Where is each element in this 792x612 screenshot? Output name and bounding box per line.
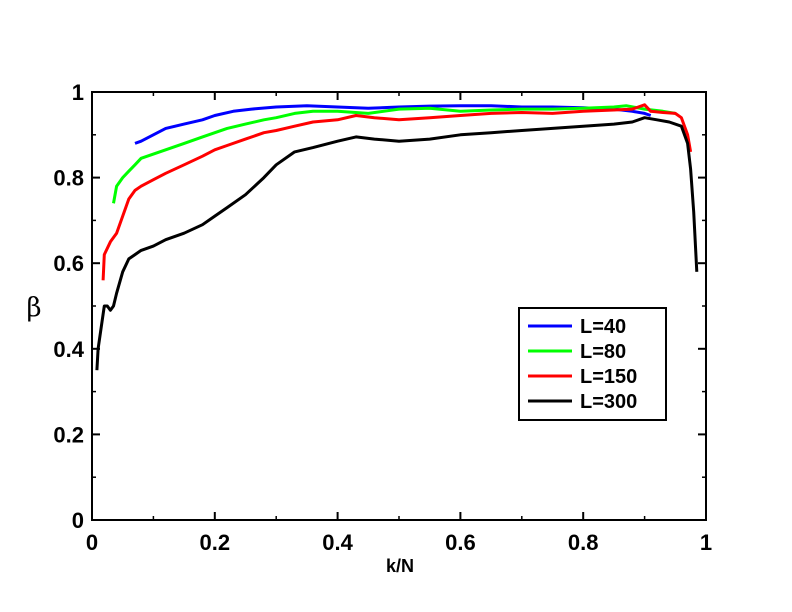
series-line-l-300 [95,116,699,371]
legend: L=40 L=80 L=150 L=300 [518,307,667,421]
x-axis-label: k/N [386,556,414,576]
x-tick-label: 1 [700,530,712,555]
axis-ticks: 0 0.2 0.4 0.6 0.8 1 0 0.2 0.4 0.6 0.8 1 [53,80,712,555]
x-tick-label: 0.8 [568,530,599,555]
y-tick-label: 0.8 [53,166,84,191]
legend-label: L=80 [580,341,626,363]
legend-label: L=300 [580,391,637,413]
series-line-l-80 [112,104,676,204]
y-tick-label: 0 [72,508,84,533]
y-tick-label: 1 [72,80,84,105]
y-tick-label: 0.2 [53,422,84,447]
x-tick-label: 0 [86,530,98,555]
series-line-l-150 [101,103,693,281]
y-tick-label: 0.4 [53,337,84,362]
x-tick-label: 0.2 [200,530,231,555]
legend-items: L=40 L=80 L=150 L=300 [528,316,637,413]
legend-label: L=150 [580,366,637,388]
legend-label: L=40 [580,316,626,338]
x-tick-label: 0.6 [445,530,476,555]
series-layer [95,103,699,371]
y-tick-label: 0.6 [53,251,84,276]
plot-frame [91,91,707,521]
y-axis-label: β [26,293,41,323]
x-tick-label: 0.4 [322,530,353,555]
